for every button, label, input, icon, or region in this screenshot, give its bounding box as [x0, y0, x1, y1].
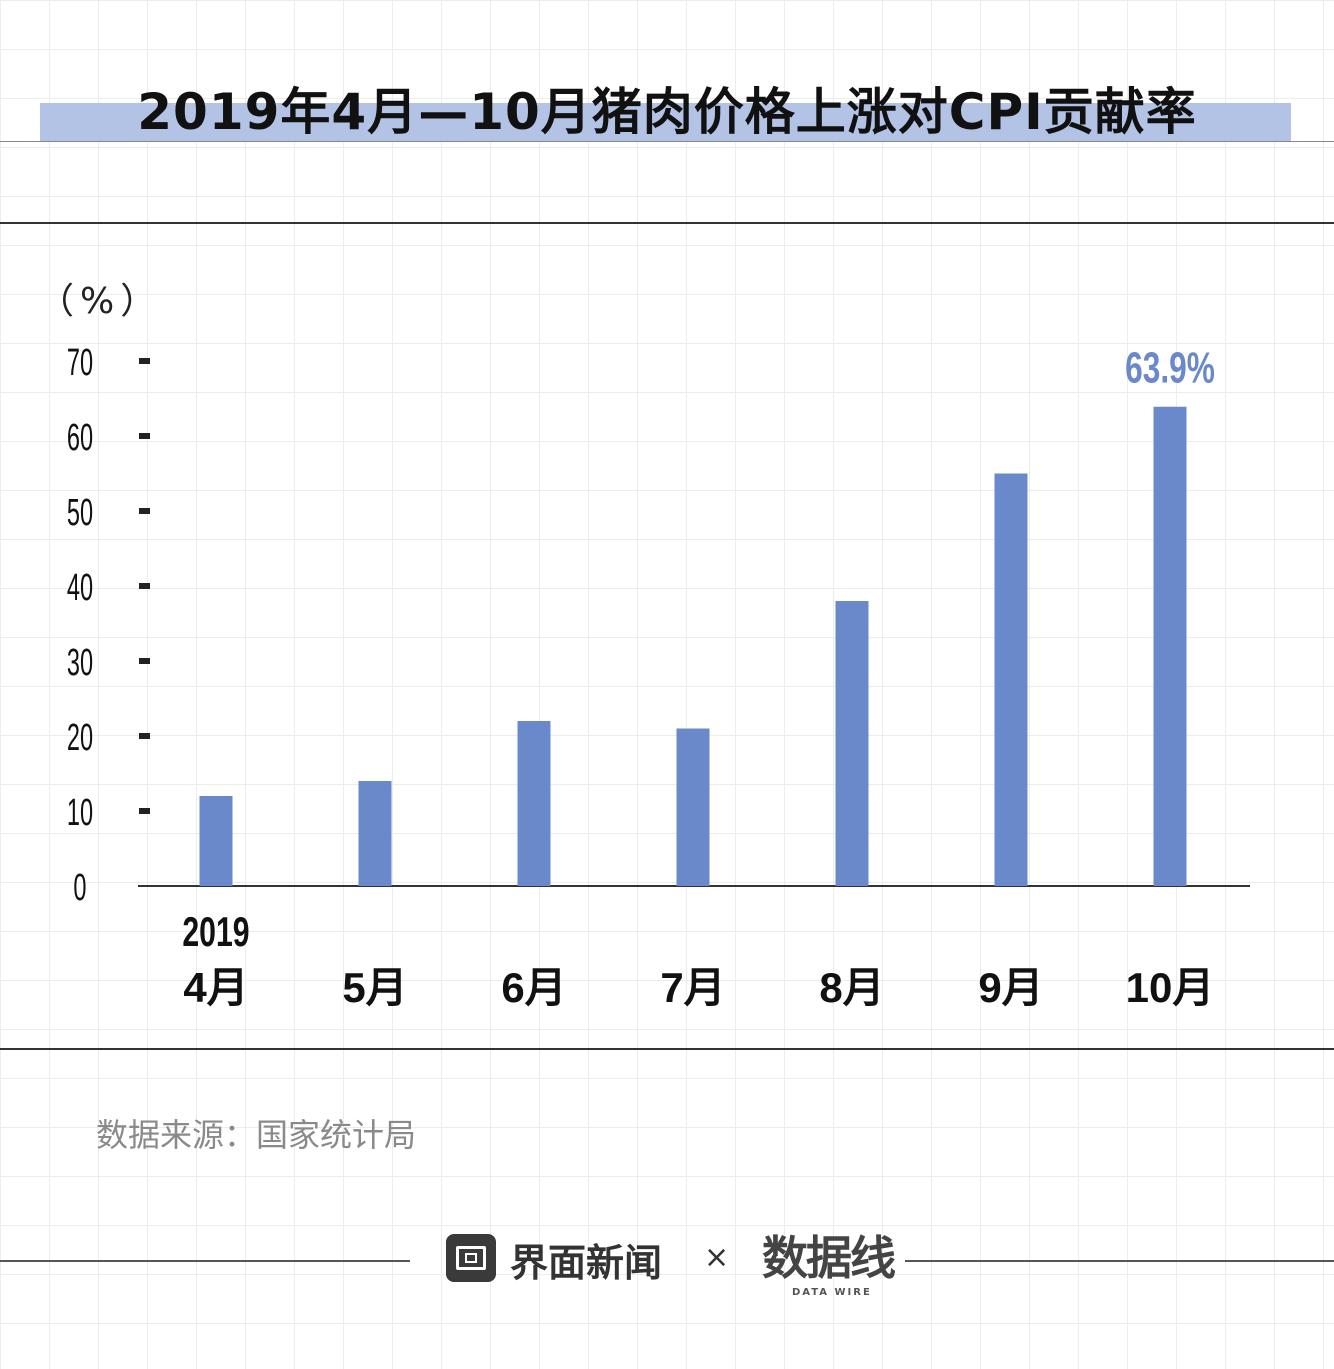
brand-data-wire-sub: DATA WIRE [792, 1287, 872, 1298]
title-underline [0, 141, 1334, 142]
bar [994, 473, 1028, 886]
y-tick-label: 0 [73, 865, 86, 908]
y-axis-unit-label: （%） [38, 281, 163, 322]
bar [517, 721, 551, 886]
bar [358, 781, 392, 886]
data-source-note: 数据来源：国家统计局 [96, 1116, 417, 1154]
y-tick-mark [139, 358, 150, 364]
bar [199, 796, 233, 886]
chart-top-divider [0, 222, 1334, 224]
y-tick-label: 30 [67, 640, 93, 683]
bar [1153, 406, 1187, 886]
y-tick-mark [139, 508, 150, 514]
bar [676, 728, 710, 886]
data-label: 63.9% [1125, 344, 1215, 393]
x-tick-label: 5月 [342, 964, 407, 1011]
y-tick-mark [139, 583, 150, 589]
y-tick-label: 60 [67, 415, 93, 458]
footer-line-right [905, 1260, 1334, 1262]
y-tick-mark [139, 733, 150, 739]
x-tick-label: 8月 [819, 964, 884, 1011]
x-tick-label: 6月 [501, 964, 566, 1011]
jiemian-logo-icon [446, 1234, 496, 1282]
title-highlight-band [40, 103, 1291, 141]
collab-cross: × [704, 1240, 730, 1275]
x-tick-label: 7月 [660, 964, 725, 1011]
chart-title: 2019年4月—10月猪肉价格上涨对CPI贡献率 [137, 83, 1197, 141]
brand-data-wire: 数据线 [762, 1231, 896, 1285]
brand-jiemian: 界面新闻 [510, 1241, 663, 1285]
y-tick-mark [139, 808, 150, 814]
y-tick-mark [139, 658, 150, 664]
x-tick-label: 9月 [978, 964, 1043, 1011]
y-tick-label: 40 [67, 565, 93, 608]
x-tick-label: 4月 [183, 964, 248, 1011]
y-tick-label: 20 [67, 715, 93, 758]
bar [835, 601, 869, 886]
x-tick-label: 10月 [1126, 964, 1215, 1011]
y-tick-label: 70 [67, 340, 93, 383]
y-tick-label: 10 [67, 790, 93, 833]
chart-bottom-divider [0, 1048, 1334, 1050]
x-year-label: 2019 [182, 908, 249, 955]
footer-line-left [0, 1260, 410, 1262]
y-tick-mark [139, 433, 150, 439]
y-tick-label: 50 [67, 490, 93, 533]
